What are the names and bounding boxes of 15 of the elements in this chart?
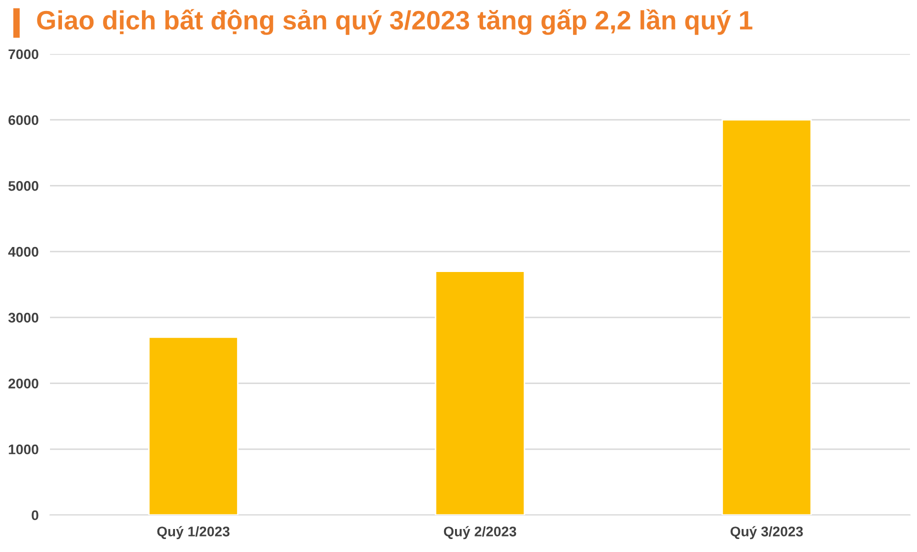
y-tick-label: 0 bbox=[32, 510, 38, 520]
chart-title: Giao dịch bất động sản quý 3/2023 tăng gấp 2,2 lần quý 1 bbox=[37, 9, 752, 35]
y-tick-label: 2000 bbox=[8, 378, 38, 388]
y-tick-label: 7000 bbox=[8, 49, 38, 60]
bar bbox=[722, 119, 812, 515]
y-tick-label: 4000 bbox=[8, 246, 38, 257]
x-tick-label: Quý 3/2023 bbox=[730, 526, 803, 540]
y-tick-label: 3000 bbox=[8, 312, 38, 323]
y-tick-label: 6000 bbox=[8, 115, 38, 126]
x-tick-label: Quý 1/2023 bbox=[157, 526, 230, 540]
bar bbox=[434, 270, 526, 515]
y-tick-label: 5000 bbox=[8, 181, 38, 191]
x-tick-label: Quý 2/2023 bbox=[444, 526, 516, 540]
bar bbox=[148, 336, 238, 515]
y-tick-label: 1000 bbox=[8, 444, 38, 454]
